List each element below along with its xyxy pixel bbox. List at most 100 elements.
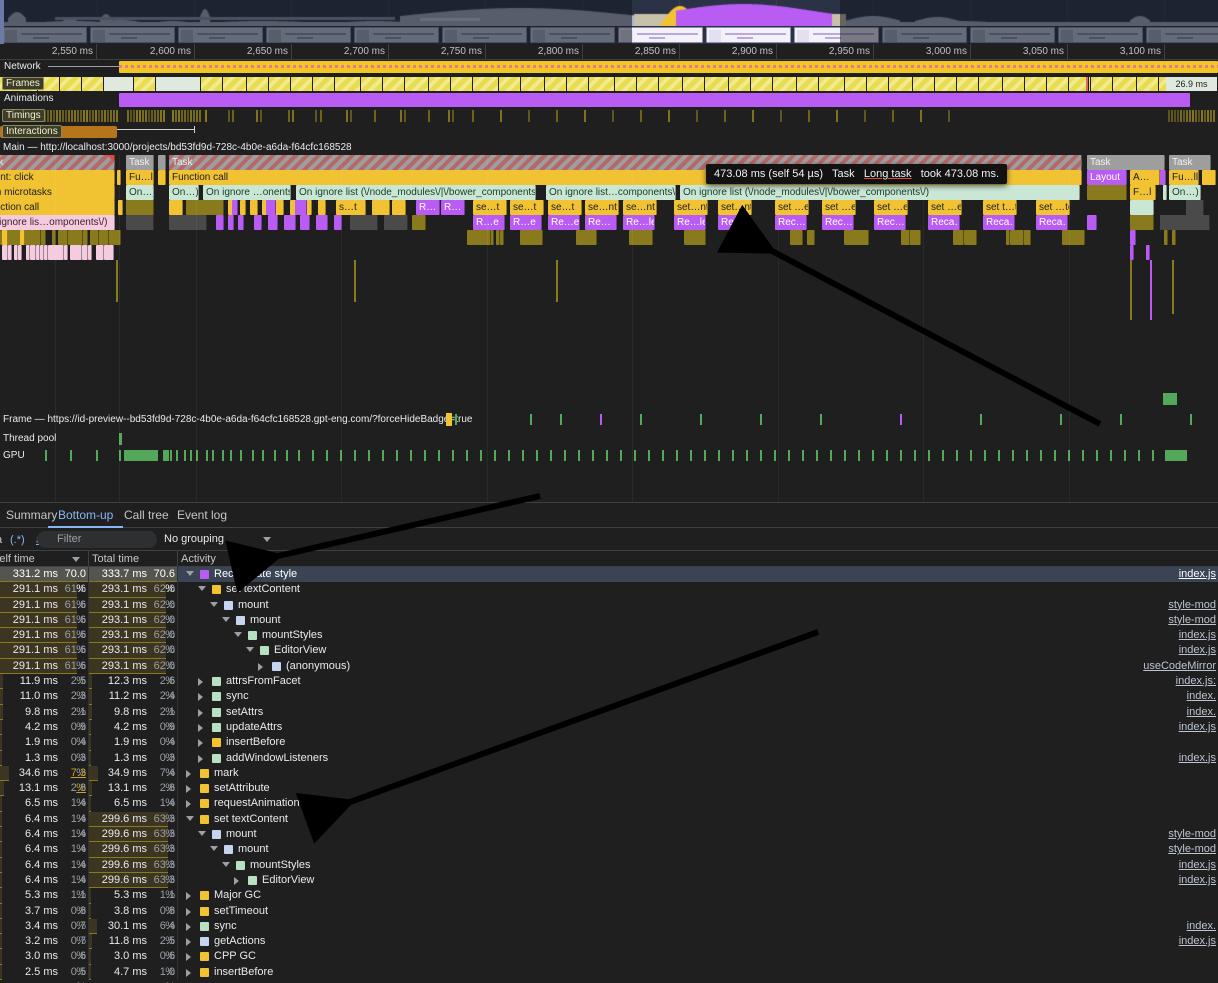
table-row[interactable]: 34.6 ms 7.3 % 34.9 ms 7.4 % mark: [0, 766, 1218, 781]
frame-block[interactable]: [223, 77, 247, 91]
timing-mark[interactable]: [1210, 110, 1212, 122]
timing-mark[interactable]: [116, 110, 118, 122]
frame-block[interactable]: [683, 77, 705, 91]
chevron-right-icon[interactable]: [258, 663, 263, 671]
table-row[interactable]: 3.0 ms 0.6 % 3.0 ms 0.6 % CPP GC: [0, 949, 1218, 964]
dropped-frame-block[interactable]: [1086, 77, 1089, 91]
frame-block[interactable]: [659, 77, 683, 91]
table-row[interactable]: 13.1 ms 2.8 % 13.1 ms 2.8 % setAttribute: [0, 781, 1218, 796]
timeline-tracks[interactable]: Network 26.9 ms Frames Animations Timing…: [0, 60, 1218, 502]
frame-block[interactable]: [979, 77, 1003, 91]
timing-mark[interactable]: [780, 110, 782, 122]
timing-mark[interactable]: [83, 110, 85, 122]
table-row[interactable]: 6.4 ms 1.4 % 299.6 ms 63.3 % mountStyles inde…: [0, 858, 1218, 873]
timing-mark[interactable]: [288, 110, 290, 122]
table-row[interactable]: 11.0 ms 2.3 % 11.2 ms 2.4 % sync index.: [0, 689, 1218, 704]
table-row[interactable]: 4.2 ms 0.9 % 4.2 ms 0.9 % updateAttrs index.j…: [0, 720, 1218, 735]
track-animations[interactable]: Animations: [0, 92, 1218, 108]
track-interactions[interactable]: Interactions: [0, 124, 1218, 140]
timing-mark[interactable]: [1204, 110, 1206, 122]
chevron-right-icon[interactable]: [186, 785, 191, 793]
timing-mark[interactable]: [1186, 110, 1188, 122]
source-link[interactable]: index.: [1187, 689, 1216, 704]
timing-mark[interactable]: [1168, 110, 1170, 122]
frame-block[interactable]: [521, 77, 545, 91]
frame-block[interactable]: [773, 77, 797, 91]
chevron-right-icon[interactable]: [186, 969, 191, 977]
chevron-right-icon[interactable]: [186, 938, 191, 946]
frame-block[interactable]: [845, 77, 867, 91]
frame-block[interactable]: [1113, 77, 1137, 91]
timing-mark[interactable]: [74, 110, 76, 122]
table-row[interactable]: 291.1 ms 61.6 % 293.1 ms 62.0 % (anonymous) u…: [0, 659, 1218, 674]
timing-mark[interactable]: [145, 110, 147, 122]
timing-mark[interactable]: [1207, 110, 1209, 122]
table-row[interactable]: 291.1 ms 61.6 % 293.1 ms 62.0 % mount style-m…: [0, 613, 1218, 628]
timing-mark[interactable]: [160, 110, 162, 122]
frame-block[interactable]: [383, 77, 405, 91]
frame-block[interactable]: [104, 77, 134, 91]
timing-mark[interactable]: [1201, 110, 1203, 122]
frame-block[interactable]: [361, 77, 383, 91]
timing-mark[interactable]: [50, 110, 52, 122]
timing-mark[interactable]: [292, 110, 294, 122]
table-row[interactable]: 291.1 ms 61.6 % 293.1 ms 62.0 % EditorView in…: [0, 643, 1218, 658]
animation-bar[interactable]: [119, 93, 1190, 107]
frame-block[interactable]: [589, 77, 615, 91]
timing-mark[interactable]: [184, 110, 186, 122]
timing-mark[interactable]: [612, 110, 614, 122]
chevron-down-icon[interactable]: [222, 862, 230, 867]
frame-block[interactable]: [957, 77, 979, 91]
timing-mark[interactable]: [948, 110, 950, 122]
timing-mark[interactable]: [400, 110, 402, 122]
frame-block[interactable]: [729, 77, 751, 91]
timing-mark[interactable]: [1213, 110, 1215, 122]
timing-mark[interactable]: [205, 110, 207, 122]
timing-mark[interactable]: [256, 110, 258, 122]
column-header-activity[interactable]: Activity: [181, 551, 216, 567]
timing-mark[interactable]: [232, 110, 234, 122]
tab-bottom-up[interactable]: Bottom-up: [48, 503, 123, 528]
table-row[interactable]: 3.7 ms 0.8 % 3.8 ms 0.8 % setTimeout: [0, 904, 1218, 919]
timing-mark[interactable]: [374, 110, 376, 122]
timing-mark[interactable]: [196, 110, 198, 122]
frame-block[interactable]: [1025, 77, 1047, 91]
table-header[interactable]: Self time Total time Activity: [0, 551, 1218, 567]
chevron-right-icon[interactable]: [186, 892, 191, 900]
timing-mark[interactable]: [151, 110, 153, 122]
frame-block[interactable]: [867, 77, 889, 91]
timing-mark[interactable]: [92, 110, 94, 122]
timing-mark[interactable]: [864, 110, 866, 122]
timing-mark[interactable]: [1192, 110, 1194, 122]
timing-mark[interactable]: [472, 110, 474, 122]
timing-mark[interactable]: [157, 110, 159, 122]
track-frames[interactable]: 26.9 ms Frames: [0, 76, 1218, 92]
timing-mark[interactable]: [448, 110, 450, 122]
frame-block[interactable]: [889, 77, 913, 91]
chevron-down-icon[interactable]: [210, 602, 218, 607]
bottom-up-table-body[interactable]: 331.2 ms 70.0 % 333.7 ms 70.6 % Recalculate …: [0, 567, 1218, 983]
chevron-right-icon[interactable]: [186, 770, 191, 778]
timing-mark[interactable]: [808, 110, 810, 122]
timing-mark[interactable]: [80, 110, 82, 122]
regex-button[interactable]: (.*): [10, 532, 25, 548]
frame-block[interactable]: [913, 77, 935, 91]
timing-mark[interactable]: [836, 110, 838, 122]
source-link[interactable]: index.js: [1179, 643, 1216, 658]
timing-mark[interactable]: [56, 110, 58, 122]
source-link[interactable]: index.js: [1179, 873, 1216, 888]
source-link[interactable]: style-mod: [1168, 613, 1216, 628]
source-link[interactable]: index.js: [1179, 751, 1216, 766]
timing-mark[interactable]: [500, 110, 502, 122]
timing-mark[interactable]: [1171, 110, 1173, 122]
chevron-down-icon[interactable]: [234, 632, 242, 637]
frame-block[interactable]: [473, 77, 499, 91]
timing-mark[interactable]: [89, 110, 91, 122]
frame-block[interactable]: [1137, 77, 1159, 91]
timing-mark[interactable]: [640, 110, 642, 122]
network-request-bar[interactable]: [119, 61, 1218, 73]
table-row[interactable]: 6.4 ms 1.4 % 299.6 ms 63.3 % mount style-mod: [0, 827, 1218, 842]
timing-mark[interactable]: [136, 110, 138, 122]
filter-input[interactable]: Filter: [37, 531, 157, 548]
details-toolbar[interactable]: a (.*) ab Filter No grouping: [0, 528, 1218, 551]
